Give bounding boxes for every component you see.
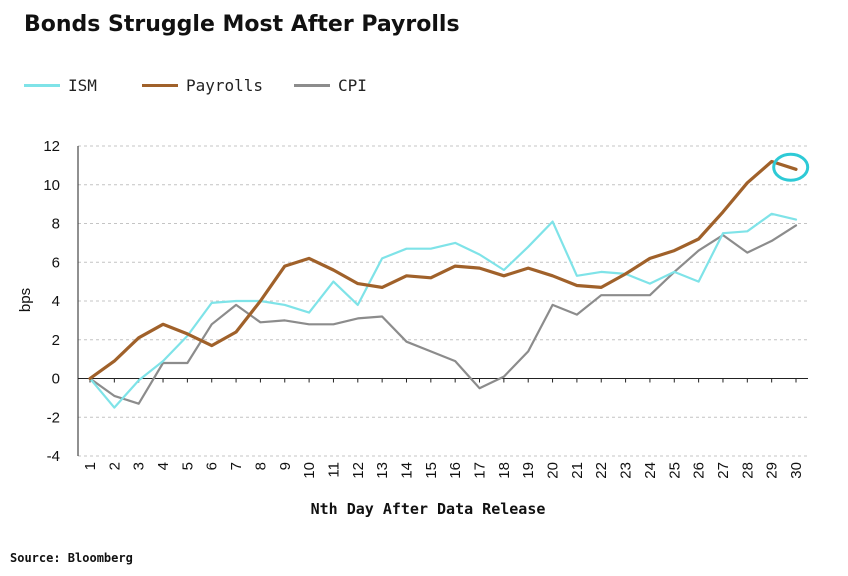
x-tick-label-28: 28 <box>739 462 756 479</box>
x-tick-label-2: 2 <box>106 462 123 470</box>
y-tick-label-10: 10 <box>43 177 60 194</box>
legend-item-ism: ISM <box>24 76 97 95</box>
y-tick-label--2: -2 <box>47 409 60 426</box>
grid-lines <box>78 145 808 457</box>
legend-label-cpi: CPI <box>338 76 367 95</box>
series-line-payrolls <box>88 159 798 381</box>
x-tick-label-20: 20 <box>545 462 562 479</box>
x-tick-label-17: 17 <box>472 462 489 479</box>
x-tick-label-14: 14 <box>398 462 415 479</box>
x-tick-label-7: 7 <box>228 462 245 470</box>
x-tick-label-21: 21 <box>569 462 586 479</box>
annotations <box>772 152 810 182</box>
legend-swatch-ism <box>24 84 60 87</box>
x-tick-label-29: 29 <box>764 462 781 479</box>
y-tick-label--4: -4 <box>47 448 60 465</box>
x-tick-label-15: 15 <box>423 462 440 479</box>
series-lines <box>88 159 798 409</box>
y-tick-label-2: 2 <box>52 332 60 349</box>
legend-item-payrolls: Payrolls <box>142 76 263 95</box>
x-tick-label-30: 30 <box>788 462 805 479</box>
axes <box>77 146 808 456</box>
legend-label-ism: ISM <box>68 76 97 95</box>
y-tick-label-12: 12 <box>43 138 60 155</box>
y-tick-label-6: 6 <box>52 254 60 271</box>
x-axis-title: Nth Day After Data Release <box>311 500 546 518</box>
x-tick-label-24: 24 <box>642 462 659 479</box>
x-tick-label-6: 6 <box>204 462 221 470</box>
x-tick-label-10: 10 <box>301 462 318 479</box>
x-tick-label-23: 23 <box>618 462 635 479</box>
x-tick-label-22: 22 <box>593 462 610 479</box>
y-tick-label-4: 4 <box>52 293 60 310</box>
x-tick-label-4: 4 <box>155 462 172 470</box>
legend-label-payrolls: Payrolls <box>186 76 264 95</box>
x-tick-label-11: 11 <box>325 462 342 478</box>
x-tick-label-19: 19 <box>520 462 537 479</box>
x-tick-label-12: 12 <box>350 462 367 479</box>
legend-item-cpi: CPI <box>294 76 367 95</box>
y-tick-label-8: 8 <box>52 216 60 233</box>
x-tick-label-26: 26 <box>691 462 708 479</box>
x-tick-label-25: 25 <box>666 462 683 479</box>
series-line-ism <box>88 212 798 409</box>
x-tick-label-8: 8 <box>252 462 269 470</box>
series-line-cpi <box>88 224 798 405</box>
legend-swatch-cpi <box>294 84 330 87</box>
chart-title: Bonds Struggle Most After Payrolls <box>24 12 460 37</box>
x-tick-label-3: 3 <box>131 462 148 470</box>
x-tick-labels: 1 2 3 4 5 6 7 8 9 10 11 12 13 14 15 16 17 18 19 20 21 22 23 24 2… <box>82 462 805 479</box>
legend-swatch-payrolls <box>142 84 178 87</box>
y-tick-labels: -4 -2 0 2 4 6 8 10 12 <box>43 138 60 465</box>
y-axis-title: bps <box>17 288 34 312</box>
y-tick-label-0: 0 <box>52 371 60 388</box>
x-tick-label-27: 27 <box>715 462 732 479</box>
source-note: Source: Bloomberg <box>10 551 133 565</box>
x-tick-label-1: 1 <box>82 462 99 470</box>
x-tick-label-5: 5 <box>179 462 196 470</box>
x-tick-label-9: 9 <box>277 462 294 470</box>
highlight-circle <box>772 152 810 182</box>
x-tick-label-16: 16 <box>447 462 464 479</box>
x-tick-label-13: 13 <box>374 462 391 479</box>
x-tick-label-18: 18 <box>496 462 513 479</box>
